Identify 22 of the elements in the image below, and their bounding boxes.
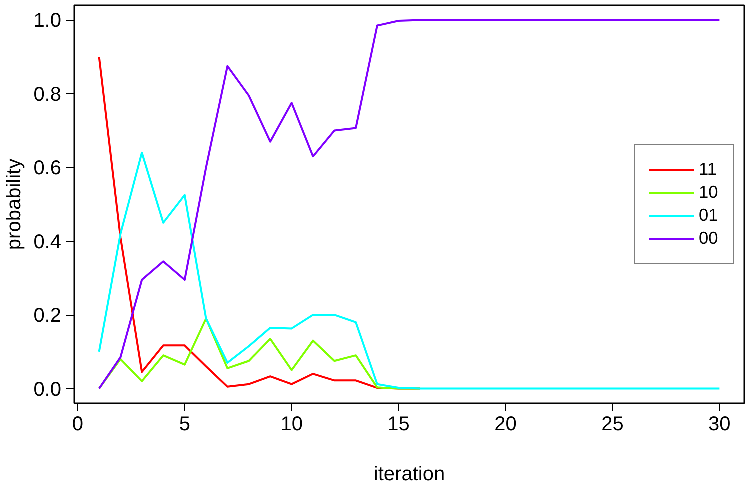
legend-label: 11 — [699, 159, 718, 180]
y-tick-label: 0.6 — [34, 158, 62, 180]
line-series — [98, 152, 721, 390]
x-axis-title: iteration — [374, 464, 446, 486]
line-series — [98, 19, 721, 390]
x-tick-label: 0 — [72, 414, 84, 436]
x-tick-label: 5 — [179, 414, 190, 436]
x-tick-label: 10 — [280, 414, 303, 436]
legend-label: 10 — [699, 182, 719, 203]
y-tick-label: 0.4 — [34, 231, 62, 254]
legend-label: 00 — [699, 228, 719, 249]
line-series — [98, 318, 422, 390]
x-tick-label: 30 — [708, 414, 731, 436]
y-tick-label: 0.0 — [34, 378, 62, 401]
x-tick-label: 25 — [602, 414, 624, 436]
legend-label: 01 — [699, 205, 719, 226]
y-tick-label: 0.2 — [34, 305, 62, 328]
y-axis-title: probability — [4, 158, 26, 250]
y-tick-label: 1.0 — [34, 10, 62, 32]
x-tick-label: 20 — [494, 414, 517, 436]
y-tick-label: 0.8 — [34, 84, 62, 106]
x-tick-label: 15 — [388, 414, 410, 436]
